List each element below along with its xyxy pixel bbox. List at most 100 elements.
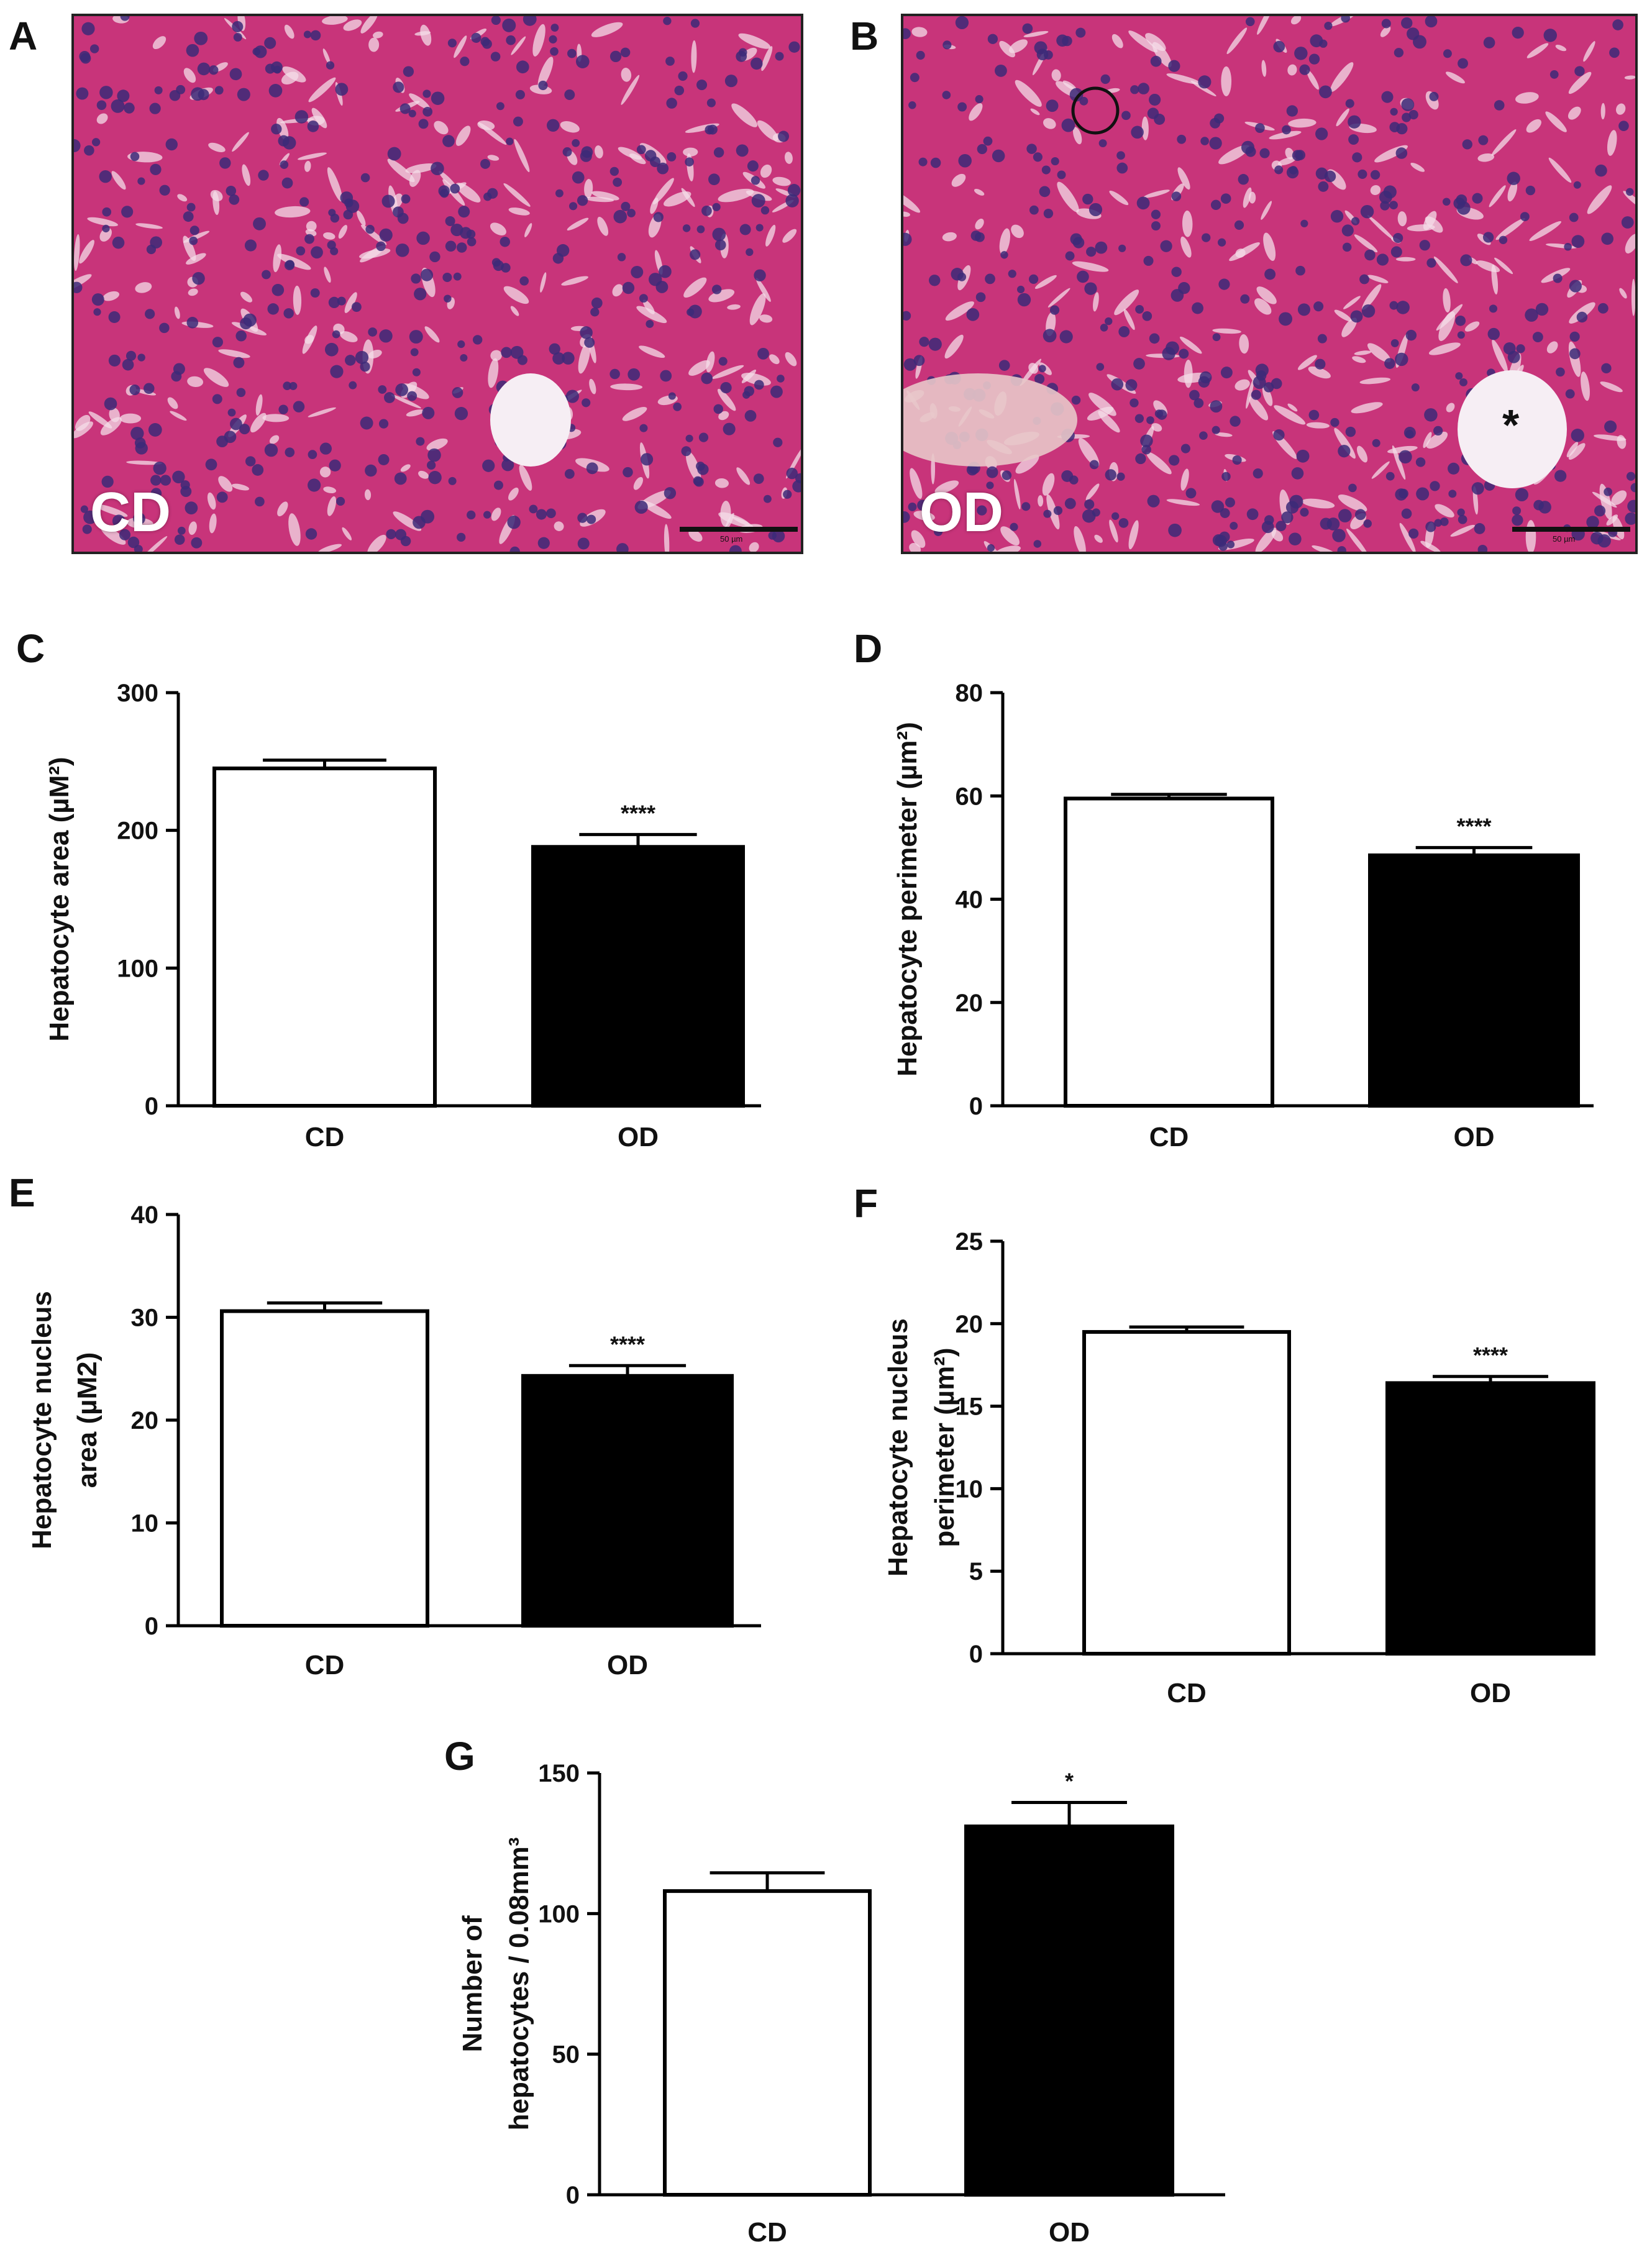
nucleus [1171,289,1184,302]
nucleus [480,158,491,169]
sinusoid [1000,526,1020,546]
nucleus [1043,50,1053,60]
nucleus [1512,506,1522,516]
nucleus [929,275,941,286]
sinusoid [1146,452,1172,475]
sinusoid [755,278,771,302]
nucleus [1105,469,1116,481]
nucleus [1549,70,1559,79]
nucleus [304,234,314,244]
sinusoid [95,504,128,517]
nucleus [620,47,631,58]
nucleus [1251,390,1261,400]
bar-od [1385,1381,1595,1656]
nucleus [1525,308,1538,322]
nucleus [1134,414,1144,423]
nucleus [1116,472,1125,481]
nucleus [460,57,470,66]
y-axis-label: Hepatocyte nucleus [27,1291,57,1549]
sinusoid [1262,385,1273,406]
nucleus [942,40,952,50]
nucleus [910,73,920,83]
portal-region [903,373,1077,467]
nucleus [634,500,648,514]
nucleus [1246,508,1259,521]
nucleus [1192,302,1203,314]
sinusoid [1428,342,1461,355]
sinusoid [322,48,331,65]
sinusoid [1548,157,1572,183]
nucleus [1147,494,1160,508]
nucleus [80,505,88,513]
sinusoid [1034,275,1057,289]
nucleus [1089,460,1099,470]
nucleus [549,343,560,355]
nucleus [1564,242,1572,251]
sinusoid [1128,520,1139,550]
nucleus [1390,339,1399,347]
bar-cd [220,1309,429,1628]
nucleus [429,251,440,263]
nucleus [1601,363,1612,373]
nucleus [1487,327,1500,340]
sinusoid [359,248,391,259]
nucleus [232,21,244,32]
y-tick-label: 10 [131,1510,159,1538]
nucleus [701,372,713,385]
sinusoid [318,544,342,552]
nucleus [708,173,720,186]
nucleus [1320,517,1332,530]
nucleus [112,236,125,249]
nucleus [1149,333,1160,344]
sinusoid [911,27,928,37]
nucleus [76,87,89,100]
sinusoid [688,529,703,542]
nucleus [577,537,590,550]
nucleus [674,85,685,96]
y-tick-label: 300 [117,680,158,707]
nucleus [174,534,185,545]
nucleus [299,197,309,207]
sinusoid [308,77,336,103]
nucleus [1100,324,1108,332]
nucleus [1408,109,1418,120]
nucleus [513,116,523,127]
scale-bar-text: 50 µm [720,534,743,544]
sinusoid [297,152,327,160]
nucleus [1299,64,1310,75]
sinusoid [1343,296,1361,309]
nucleus [134,437,146,449]
nucleus [267,303,279,315]
nucleus [130,152,140,162]
nucleus [1429,91,1439,101]
nucleus [1471,482,1484,495]
nucleus [360,362,370,372]
nucleus [538,80,548,91]
central-vein-marker: * [1502,401,1520,449]
nucleus [690,19,700,28]
sinusoid [1180,468,1189,491]
nucleus [696,225,705,234]
nucleus [84,145,94,156]
nucleus [82,524,92,534]
nucleus [995,64,1007,77]
nucleus [1149,93,1161,106]
nucleus [149,103,161,114]
nucleus [365,464,377,477]
sinusoid [1359,377,1391,385]
sinusoid [1229,242,1260,262]
sinusoid [1287,403,1298,412]
nucleus [754,269,766,281]
sinusoid [1078,438,1100,467]
nucleus [1259,148,1270,158]
nucleus [1315,358,1326,370]
sinusoid [1507,181,1518,202]
sinusoid [455,183,481,203]
nucleus [1345,99,1354,108]
nucleus [408,109,416,117]
nucleus [1390,107,1398,116]
nucleus [1057,170,1066,180]
sinusoid [1098,411,1120,433]
nucleus [983,136,993,146]
nucleus [1043,208,1054,219]
